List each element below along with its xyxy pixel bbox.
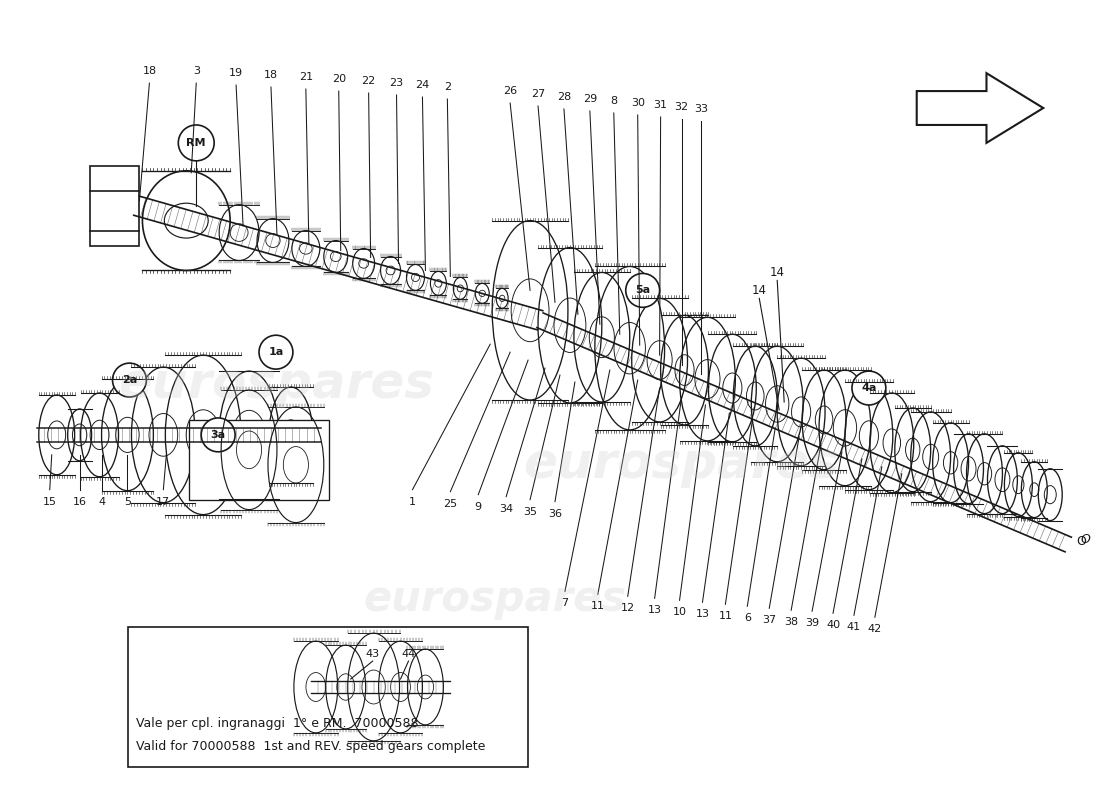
Circle shape [258, 335, 293, 369]
Circle shape [201, 418, 235, 452]
Text: 1: 1 [409, 497, 416, 506]
Text: 28: 28 [557, 92, 571, 102]
Text: 14: 14 [751, 284, 767, 297]
Text: 25: 25 [443, 498, 458, 509]
Text: 33: 33 [694, 104, 708, 114]
Text: 1a: 1a [268, 347, 284, 357]
Text: 8: 8 [610, 96, 617, 106]
Text: 11: 11 [591, 602, 605, 611]
Text: 20: 20 [332, 74, 345, 84]
Text: 41: 41 [847, 622, 861, 632]
Text: O: O [1080, 533, 1090, 546]
Text: 3a: 3a [210, 430, 225, 440]
Text: 21: 21 [299, 72, 312, 82]
Text: eurospares: eurospares [524, 440, 839, 488]
Text: eurospares: eurospares [364, 578, 627, 620]
Text: 15: 15 [43, 497, 57, 506]
Text: 36: 36 [548, 509, 562, 518]
Text: 17: 17 [156, 497, 170, 506]
Text: 34: 34 [499, 504, 514, 514]
Text: 42: 42 [868, 624, 882, 634]
Bar [89, 166, 140, 246]
Text: Vale per cpl. ingranaggi  1° e RM.  70000588: Vale per cpl. ingranaggi 1° e RM. 700005… [136, 718, 419, 730]
Text: 4: 4 [98, 497, 106, 506]
Text: 32: 32 [674, 102, 689, 112]
Circle shape [178, 125, 215, 161]
Text: 31: 31 [653, 100, 668, 110]
Text: 40: 40 [826, 620, 840, 630]
Text: 18: 18 [142, 66, 156, 76]
Text: 11: 11 [718, 611, 733, 622]
Text: 19: 19 [229, 68, 243, 78]
Text: 13: 13 [648, 606, 661, 615]
Text: 2: 2 [443, 82, 451, 92]
Text: 10: 10 [672, 607, 686, 618]
Text: O: O [1076, 535, 1086, 548]
Circle shape [626, 274, 660, 307]
Text: 43: 43 [365, 649, 380, 659]
Text: 29: 29 [583, 94, 597, 104]
Text: 35: 35 [524, 506, 537, 517]
Text: RM: RM [187, 138, 206, 148]
Text: 7: 7 [561, 598, 569, 608]
Text: 22: 22 [362, 76, 376, 86]
Text: 2a: 2a [122, 375, 138, 385]
Text: eurospares: eurospares [118, 360, 434, 408]
Text: 14: 14 [770, 266, 784, 279]
Text: 23: 23 [389, 78, 404, 88]
Bar [128, 627, 528, 766]
Text: Valid for 70000588  1st and REV. speed gears complete: Valid for 70000588 1st and REV. speed ge… [136, 740, 486, 754]
Text: 38: 38 [784, 618, 799, 627]
Text: 12: 12 [620, 603, 635, 614]
Text: 39: 39 [805, 618, 820, 628]
Bar [189, 420, 329, 500]
Text: 6: 6 [744, 614, 751, 623]
Text: 16: 16 [73, 497, 87, 506]
Text: 27: 27 [531, 89, 546, 99]
Text: 24: 24 [416, 80, 430, 90]
Text: 26: 26 [503, 86, 517, 96]
Text: 9: 9 [475, 502, 482, 512]
Text: 3: 3 [192, 66, 200, 76]
Text: 37: 37 [762, 615, 777, 626]
Circle shape [851, 371, 886, 405]
Text: 18: 18 [264, 70, 278, 80]
Text: 30: 30 [630, 98, 645, 108]
Polygon shape [916, 73, 1043, 143]
Text: 44: 44 [402, 649, 416, 659]
Text: 5a: 5a [635, 286, 650, 295]
Text: 4a: 4a [861, 383, 877, 393]
Circle shape [112, 363, 146, 397]
Text: 5: 5 [124, 497, 131, 506]
Text: 13: 13 [695, 610, 710, 619]
